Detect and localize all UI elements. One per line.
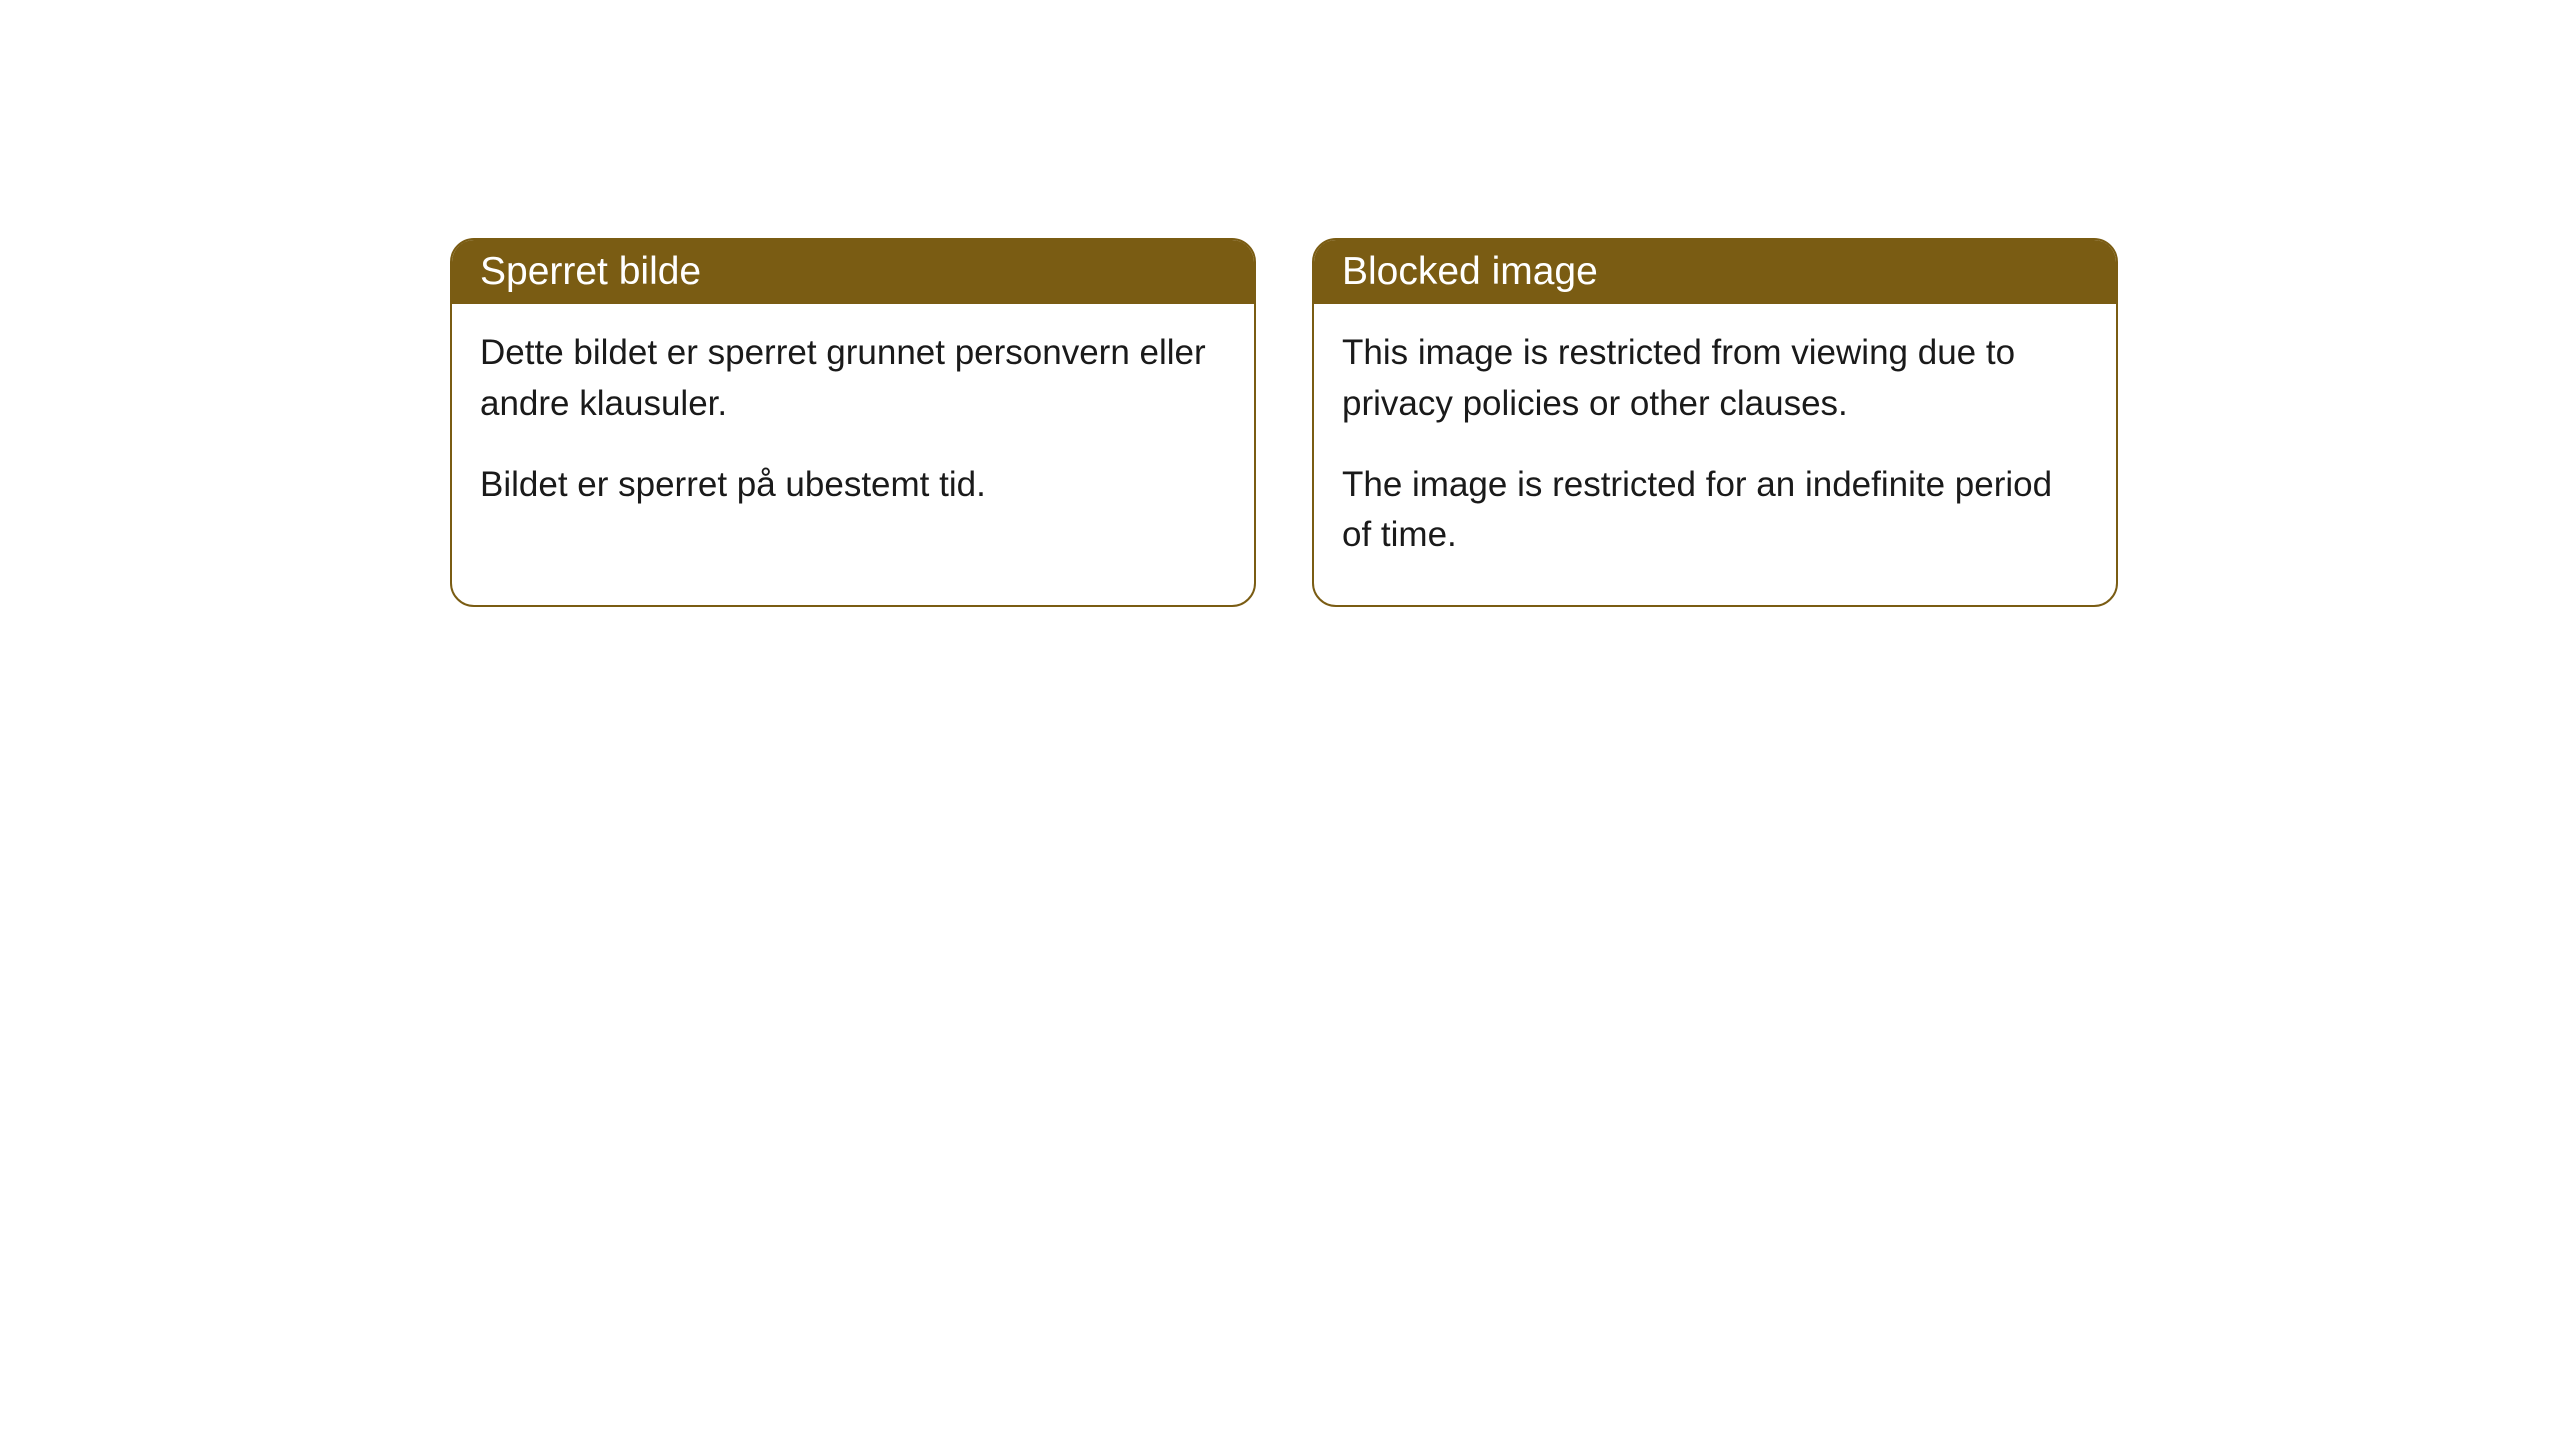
notice-cards-container: Sperret bilde Dette bildet er sperret gr… — [450, 238, 2118, 607]
blocked-image-card-en: Blocked image This image is restricted f… — [1312, 238, 2118, 607]
blocked-image-card-no: Sperret bilde Dette bildet er sperret gr… — [450, 238, 1256, 607]
card-paragraph: Bildet er sperret på ubestemt tid. — [480, 460, 1226, 511]
card-body: This image is restricted from viewing du… — [1314, 304, 2116, 605]
card-paragraph: This image is restricted from viewing du… — [1342, 328, 2088, 430]
card-header: Blocked image — [1314, 240, 2116, 304]
card-title: Sperret bilde — [480, 250, 701, 293]
card-header: Sperret bilde — [452, 240, 1254, 304]
card-title: Blocked image — [1342, 250, 1598, 293]
card-paragraph: Dette bildet er sperret grunnet personve… — [480, 328, 1226, 430]
card-body: Dette bildet er sperret grunnet personve… — [452, 304, 1254, 554]
card-paragraph: The image is restricted for an indefinit… — [1342, 460, 2088, 562]
